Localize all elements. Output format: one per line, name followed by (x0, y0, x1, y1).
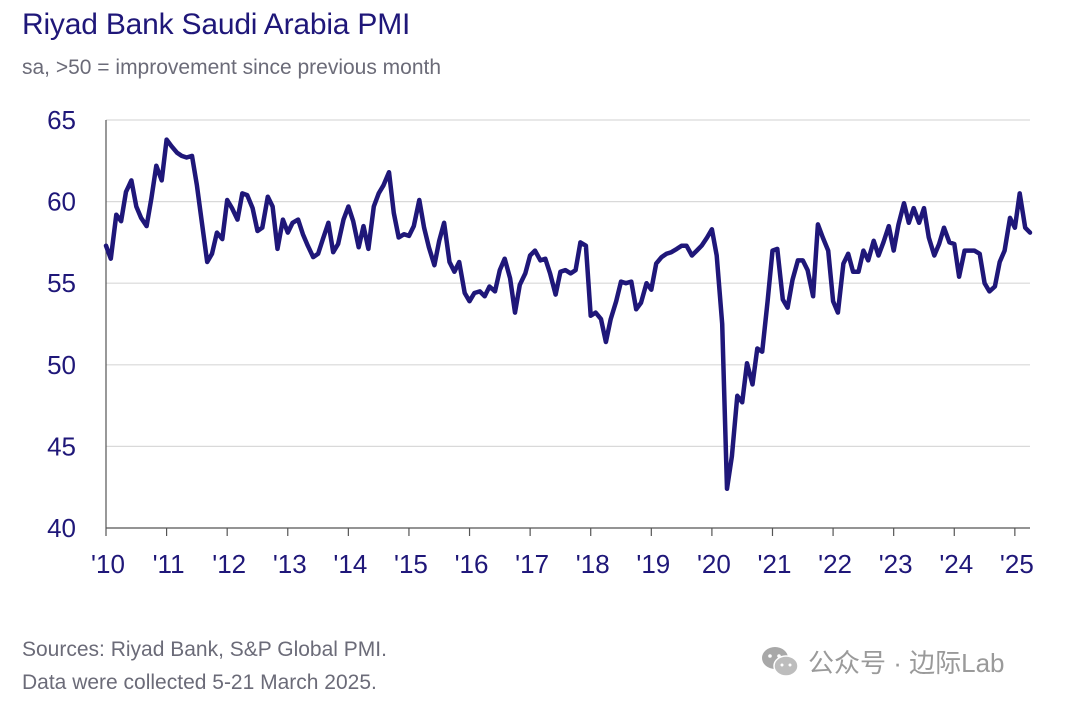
watermark: 公众号 · 边际Lab (760, 643, 1005, 680)
chart-subtitle: sa, >50 = improvement since previous mon… (22, 56, 442, 79)
chart-title: Riyad Bank Saudi Arabia PMI (22, 8, 411, 41)
sources-note: Sources: Riyad Bank, S&P Global PMI. Dat… (22, 633, 387, 699)
x-tick-label: '11 (153, 549, 185, 579)
x-tick-label: '17 (515, 549, 549, 579)
x-tick-label: '21 (758, 549, 792, 579)
y-tick-label-45: 45 (47, 431, 76, 461)
x-tick-label: '20 (697, 549, 731, 579)
x-tick-label: '25 (1000, 549, 1034, 579)
y-tick-label-55: 55 (47, 268, 76, 298)
x-tick-label: '24 (939, 549, 973, 579)
x-tick-label: '23 (879, 549, 913, 579)
x-tick-label: '15 (394, 549, 428, 579)
series-line-0 (103, 137, 1033, 492)
y-tick-label-65: 65 (47, 105, 76, 135)
wechat-icon (762, 646, 799, 677)
x-tick-label: '13 (273, 549, 307, 579)
x-tick-label: '18 (576, 549, 610, 579)
x-tick-label: '16 (455, 549, 489, 579)
y-tick-label-40: 40 (47, 513, 76, 543)
x-tick-label: '22 (818, 549, 852, 579)
y-tick-label-60: 60 (47, 187, 76, 217)
x-tick-label: '19 (636, 549, 670, 579)
sources-line-2: Data were collected 5-21 March 2025. (22, 671, 377, 694)
x-tick-label: '10 (91, 549, 125, 579)
watermark-text: 公众号 · 边际Lab (808, 648, 1005, 678)
x-tick-label: '14 (333, 549, 367, 579)
x-tick-label: '12 (212, 549, 246, 579)
sources-line-1: Sources: Riyad Bank, S&P Global PMI. (22, 638, 387, 661)
y-tick-label-50: 50 (47, 350, 76, 380)
